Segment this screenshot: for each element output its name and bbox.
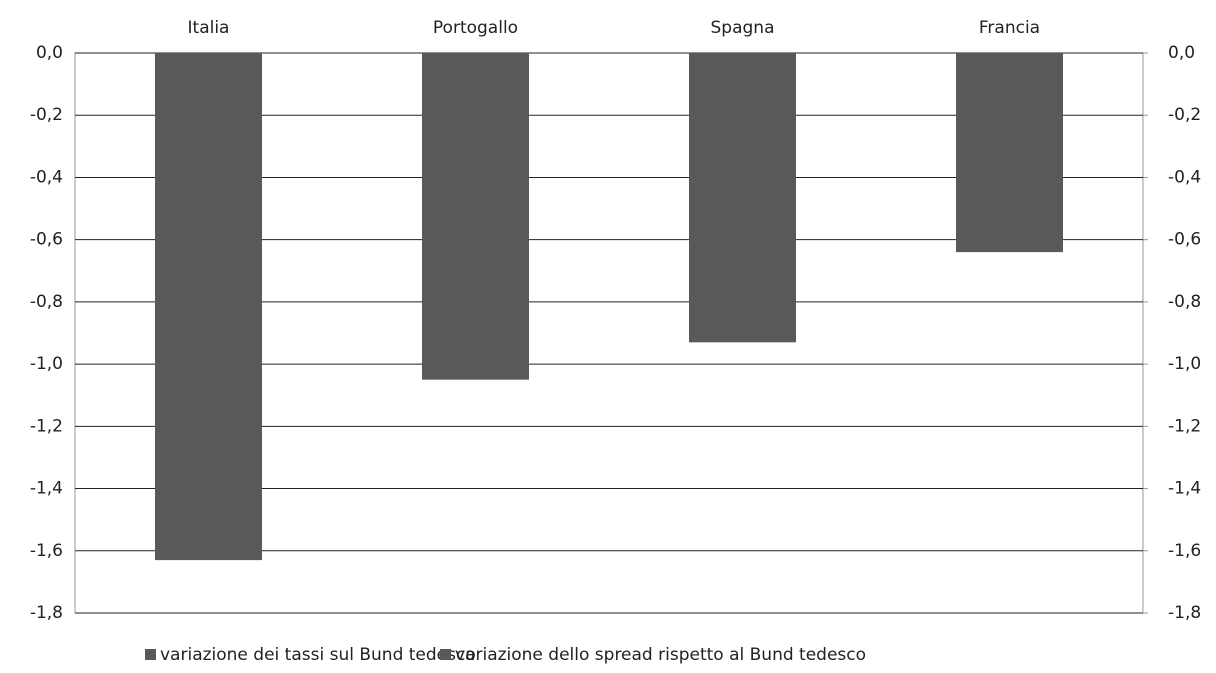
y-tick-label: -0,6 [30, 230, 63, 250]
legend-swatch [440, 649, 451, 660]
bar [742, 53, 796, 343]
y-tick-label: -0,2 [30, 105, 63, 125]
y2-tick-label: -1,2 [1168, 416, 1201, 436]
y2-tick-label: -0,2 [1168, 105, 1201, 125]
bar [155, 53, 209, 561]
bar [208, 53, 262, 561]
legend-label: variazione dei tassi sul Bund tedesco [160, 645, 476, 665]
y2-tick-label: -1,6 [1168, 541, 1201, 561]
y-tick-label: 0,0 [36, 43, 63, 63]
y2-tick-label: -0,8 [1168, 292, 1201, 312]
bar [475, 53, 529, 380]
y-tick-label: -1,0 [30, 354, 63, 374]
bar [1009, 53, 1063, 253]
x-tick-label: Francia [979, 18, 1040, 38]
legend-swatch [145, 649, 156, 660]
y2-tick-label: -0,4 [1168, 167, 1201, 187]
x-tick-label: Portogallo [433, 18, 518, 38]
bar [689, 53, 743, 343]
bar [422, 53, 476, 380]
y-tick-label: -0,8 [30, 292, 63, 312]
y-tick-label: -1,4 [30, 479, 63, 499]
y2-tick-label: -1,0 [1168, 354, 1201, 374]
y2-tick-label: -1,4 [1168, 479, 1201, 499]
y-tick-label: -1,2 [30, 416, 63, 436]
x-tick-label: Spagna [711, 18, 775, 38]
bar [956, 53, 1010, 253]
y2-tick-label: 0,0 [1168, 43, 1195, 63]
x-tick-label: Italia [188, 18, 230, 38]
y2-tick-label: -1,8 [1168, 603, 1201, 623]
legend-label: variazione dello spread rispetto al Bund… [455, 645, 866, 665]
y-tick-label: -0,4 [30, 167, 63, 187]
y-tick-label: -1,8 [30, 603, 63, 623]
y-tick-label: -1,6 [30, 541, 63, 561]
y2-tick-label: -0,6 [1168, 230, 1201, 250]
